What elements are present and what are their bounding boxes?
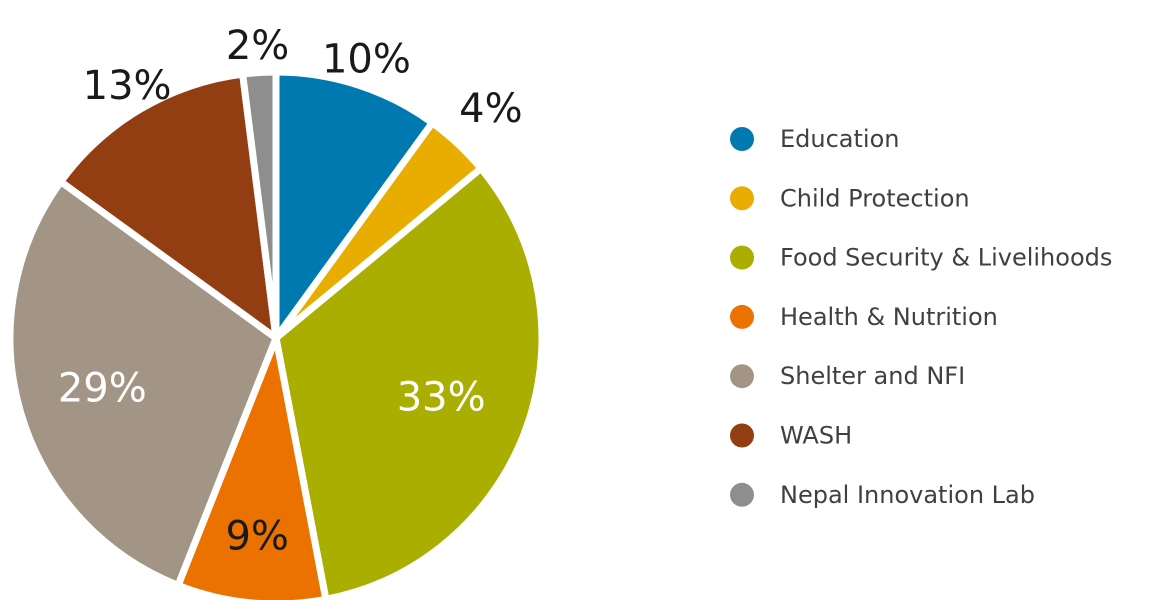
legend-item-food-security-and-livelihoods: Food Security & Livelihoods (730, 244, 1112, 272)
slice-education (272, 68, 438, 349)
legend-label: Child Protection (780, 184, 970, 212)
legend-marker (730, 423, 754, 448)
legend-label: WASH (780, 422, 852, 450)
data-label-education: 10% (322, 37, 411, 83)
legend-label: Nepal Innovation Lab (780, 481, 1035, 509)
legend: Education Child Protection Food Security &… (730, 125, 1112, 509)
data-label-shelter-and-nfi: 29% (58, 366, 147, 412)
data-label-nepal-innovation-lab: 2% (226, 23, 289, 69)
slice-wash (55, 70, 281, 346)
data-label-child-protection: 4% (459, 86, 522, 132)
slice-health-and-nutrition (173, 325, 330, 600)
legend-item-health-and-nutrition: Health & Nutrition (730, 303, 998, 331)
legend-label: Shelter and NFI (780, 362, 965, 390)
legend-item-wash: WASH (730, 422, 852, 450)
pie-data-labels: 10% 4% 33% 9% 29% 13% 2% (58, 23, 523, 560)
legend-marker (730, 482, 754, 507)
legend-label: Education (780, 125, 899, 153)
legend-label: Health & Nutrition (780, 303, 998, 331)
legend-marker (730, 186, 754, 211)
legend-item-nepal-innovation-lab: Nepal Innovation Lab (730, 481, 1035, 509)
data-label-food-security-and-livelihoods: 33% (397, 375, 486, 421)
legend-item-child-protection: Child Protection (730, 184, 970, 212)
legend-marker (730, 127, 754, 151)
pie-slices (6, 68, 546, 600)
legend-item-shelter-and-nfi: Shelter and NFI (730, 362, 965, 390)
data-label-health-and-nutrition: 9% (225, 514, 288, 560)
slice-nepal-innovation-lab (238, 68, 280, 339)
slice-shelter-and-nfi (6, 176, 281, 590)
legend-marker (730, 364, 754, 389)
data-label-wash: 13% (83, 63, 172, 109)
legend-label: Food Security & Livelihoods (780, 244, 1112, 272)
legend-item-education: Education (730, 125, 899, 153)
legend-marker (730, 245, 754, 270)
legend-marker (730, 304, 754, 329)
slice-food-security-and-livelihoods (272, 163, 546, 600)
